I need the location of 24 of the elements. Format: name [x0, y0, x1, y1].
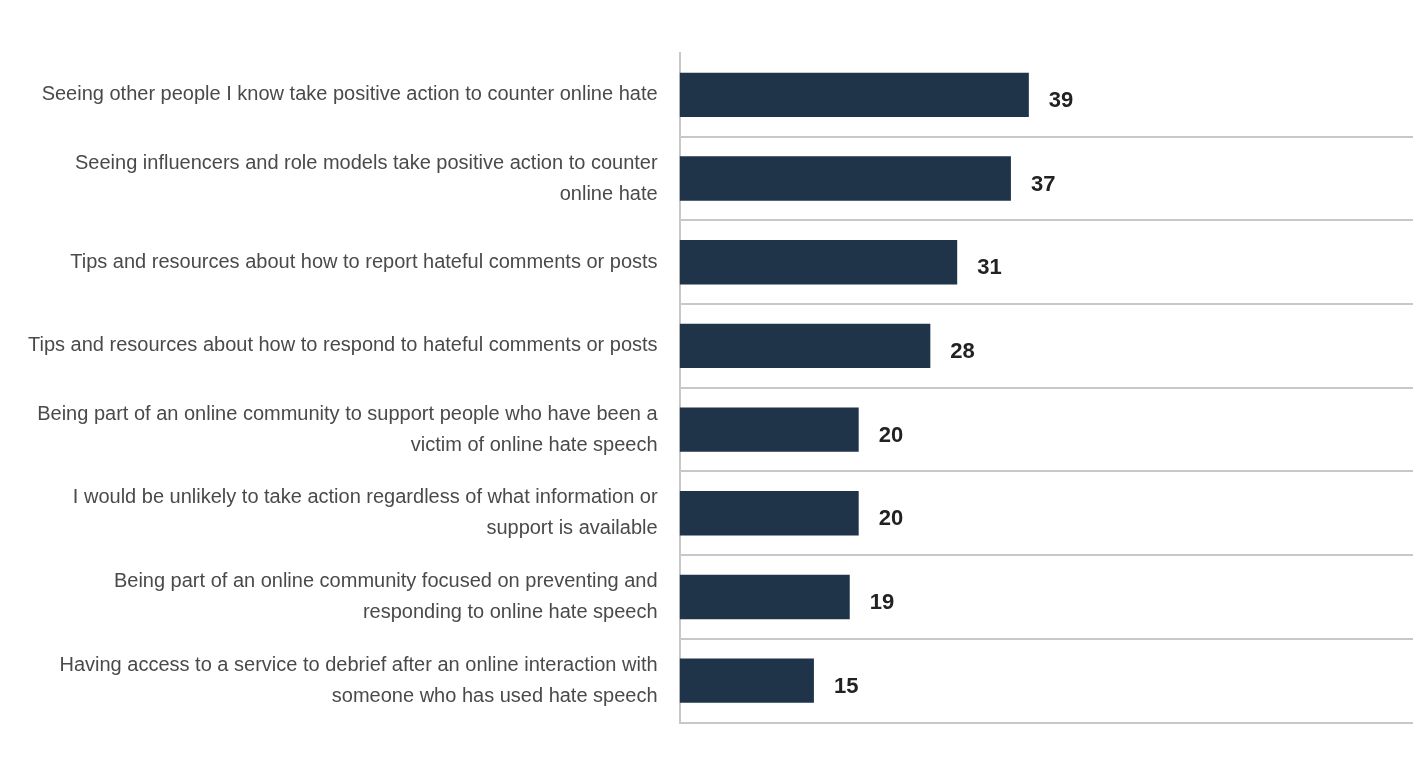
data-label: 15 [833, 672, 859, 698]
data-label: 31 [977, 254, 1002, 280]
data-label: 20 [878, 505, 904, 531]
bar [679, 658, 814, 703]
data-label: 37 [1030, 170, 1056, 196]
y-tick-label: Tips and resources about how to report hateful comments or posts [70, 249, 658, 272]
y-tick-label: Being part of an online community to support people who have been a victim of online hate speech [37, 401, 659, 455]
bar [679, 156, 1011, 201]
bar [679, 240, 958, 285]
bar [679, 574, 850, 620]
bar [679, 491, 859, 536]
y-tick-label: Tips and resources about how to respond to hateful comments or posts [27, 333, 658, 356]
y-tick-label: Seeing influencers and role models take positive action to counter online hate [75, 150, 658, 204]
data-label: 19 [869, 589, 895, 615]
data-label: 39 [1048, 86, 1074, 112]
y-tick-label: Having access to a service to debrief after an online interaction with someone who has used hate speech [59, 652, 658, 706]
y-tick-label: I would be unlikely to take action regardless of what information or support is available [72, 485, 658, 539]
bar [679, 323, 931, 369]
y-tick-label: Being part of an online community focused on preventing and responding to online hate speech [113, 568, 658, 622]
data-label: 20 [878, 421, 904, 447]
bar [679, 407, 859, 452]
bar [679, 72, 1029, 118]
data-label: 28 [950, 337, 975, 363]
y-tick-label: Seeing other people I know take positive action to counter online hate [41, 82, 658, 105]
